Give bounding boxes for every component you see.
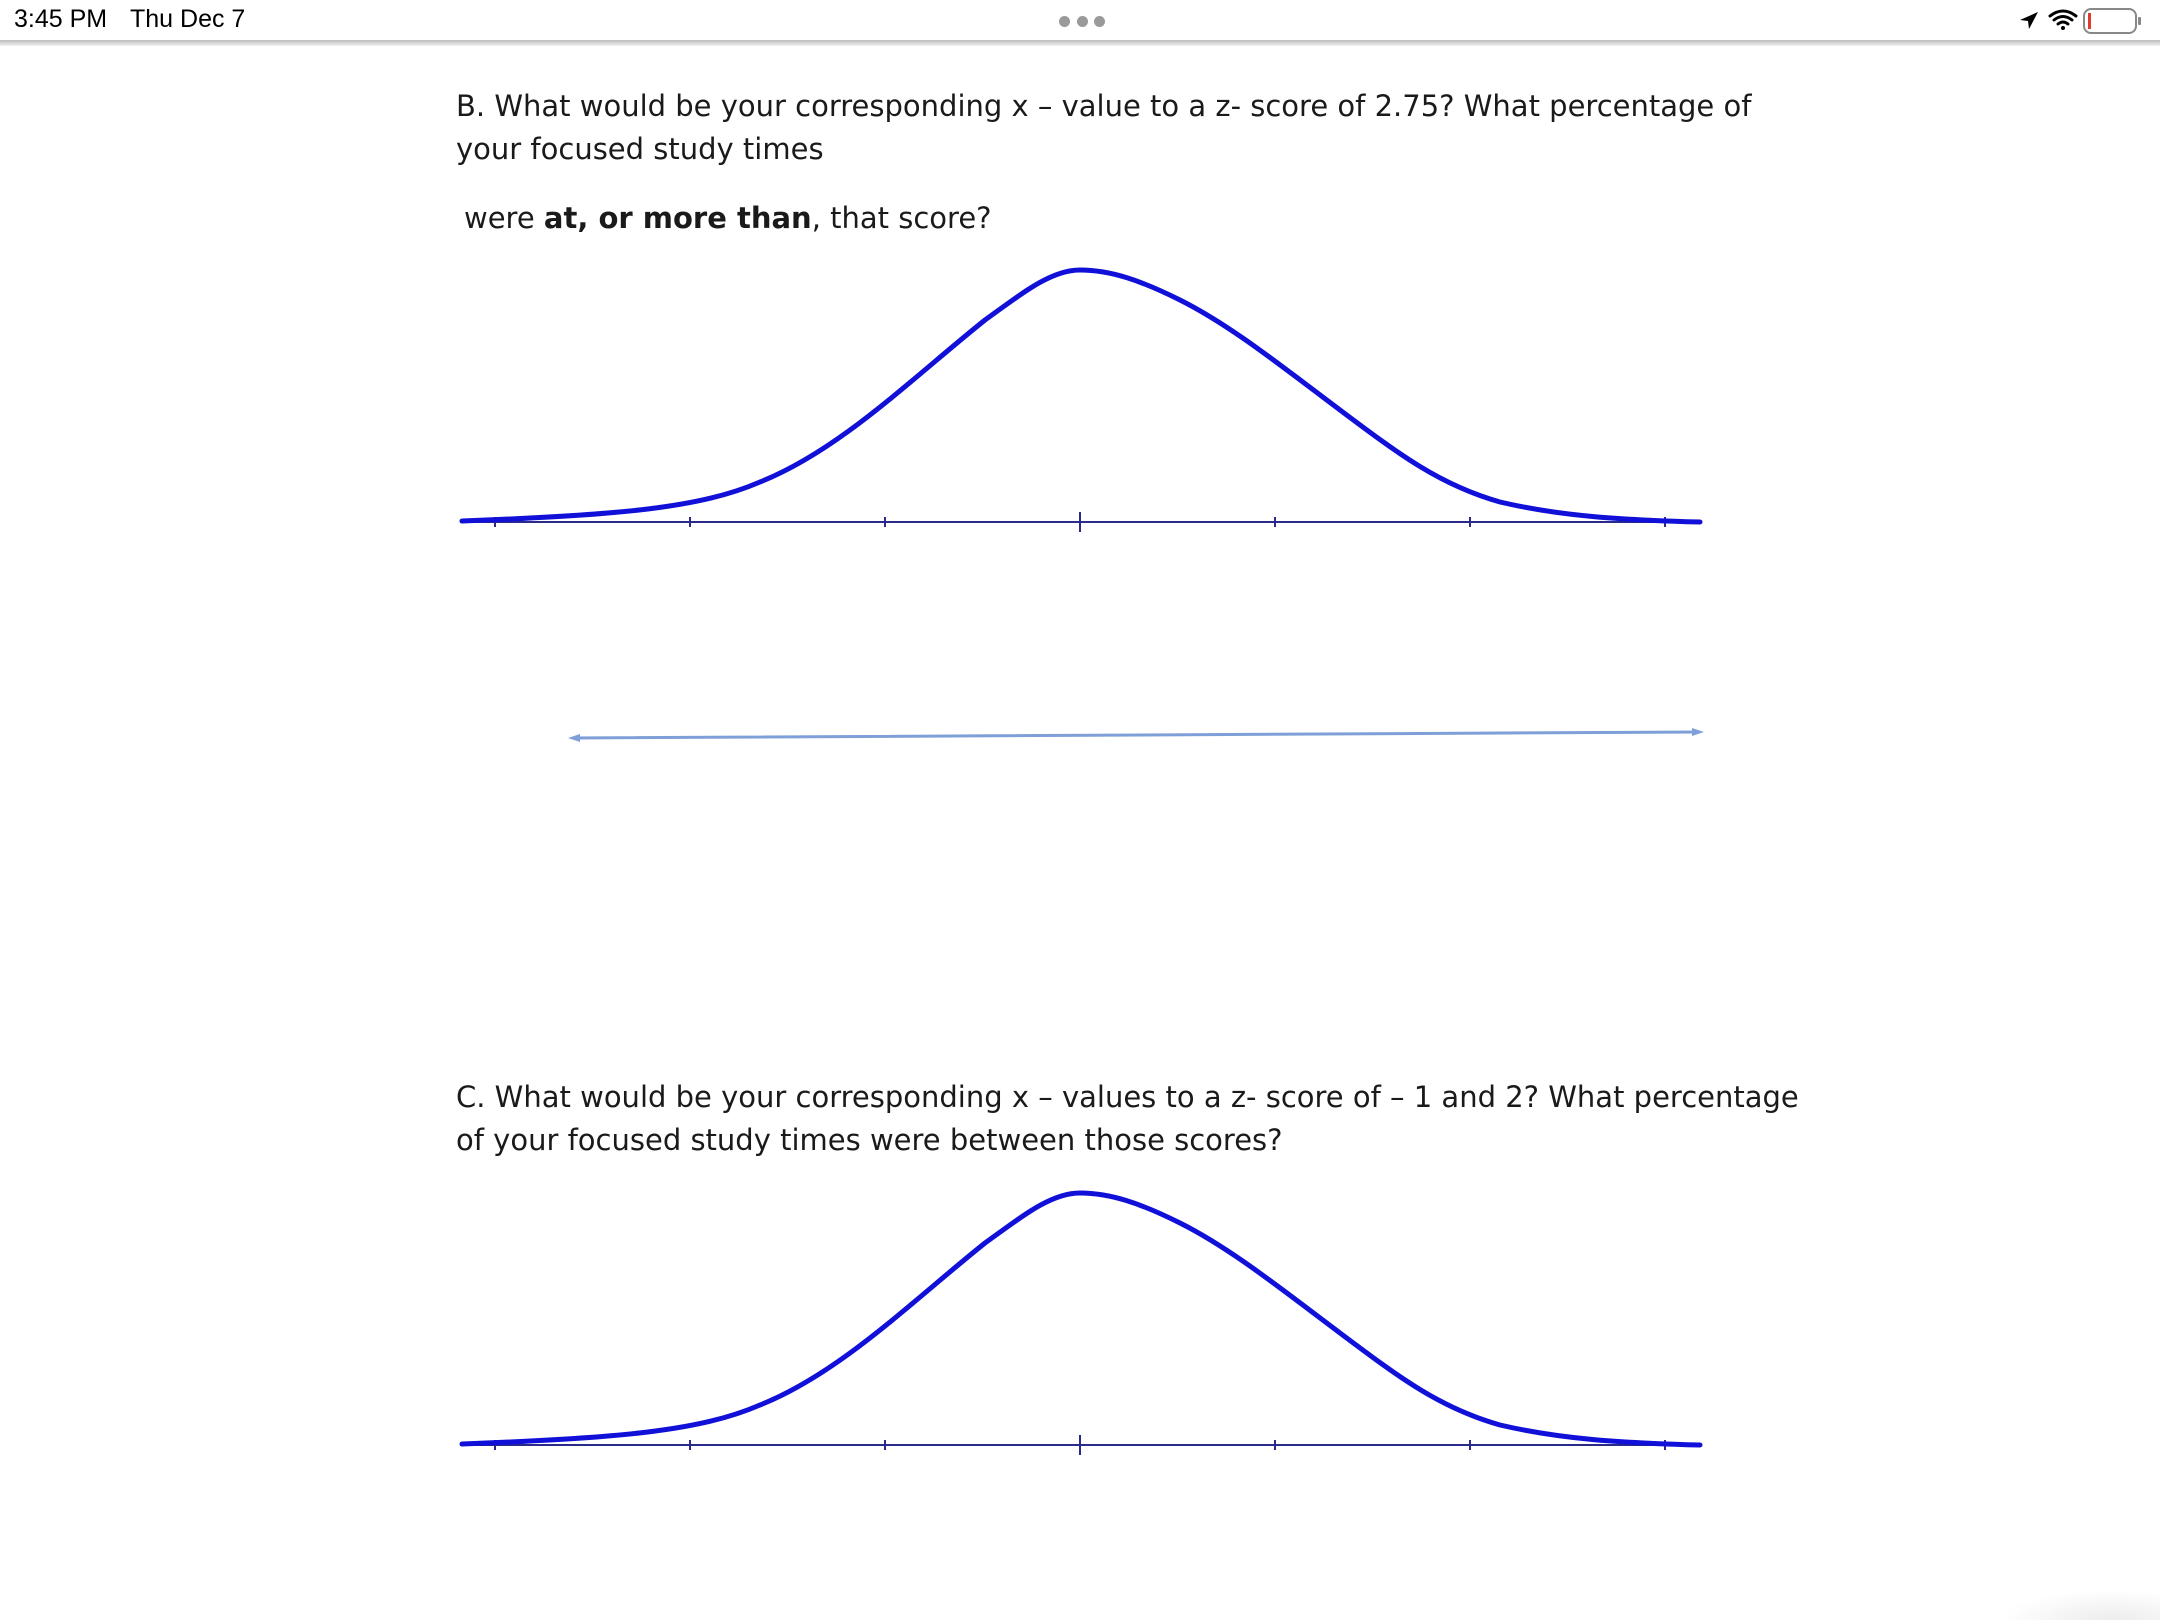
left-arrow-icon bbox=[568, 734, 580, 742]
wifi-icon bbox=[2048, 9, 2078, 30]
question-b-prefix: were bbox=[464, 201, 544, 235]
bell-curve bbox=[459, 267, 1703, 525]
location-arrow-icon bbox=[2020, 12, 2038, 29]
question-c-line-2: of your focused study times were between… bbox=[456, 1123, 1283, 1157]
question-c-line-1: C. What would be your corresponding x – … bbox=[456, 1080, 1799, 1114]
hand-drawn-number-line bbox=[560, 720, 1710, 750]
status-time: 3:45 PM bbox=[14, 5, 108, 33]
multitasking-handle-icon[interactable] bbox=[1059, 14, 1105, 28]
question-b-line-3: were at, or more than, that score? bbox=[464, 197, 992, 240]
page-edge-shadow bbox=[2000, 1590, 2160, 1620]
axis-ticks bbox=[494, 1435, 1666, 1455]
question-b-emphasis: at, or more than bbox=[543, 201, 812, 235]
status-date: Thu Dec 7 bbox=[130, 5, 246, 33]
normal-curve-b bbox=[440, 250, 1710, 540]
normal-curve-c bbox=[440, 1173, 1710, 1463]
right-arrow-icon bbox=[1692, 728, 1704, 736]
battery-icon bbox=[2083, 8, 2141, 34]
question-b-line-2: your focused study times bbox=[456, 132, 824, 166]
bell-curve bbox=[459, 1190, 1703, 1448]
status-bar: 3:45 PM Thu Dec 7 bbox=[0, 0, 2160, 40]
status-icons bbox=[2002, 4, 2152, 36]
question-b-line-1: B. What would be your corresponding x – … bbox=[456, 89, 1752, 123]
question-b-suffix: , that score? bbox=[811, 201, 992, 235]
status-bar-divider bbox=[0, 40, 2160, 46]
